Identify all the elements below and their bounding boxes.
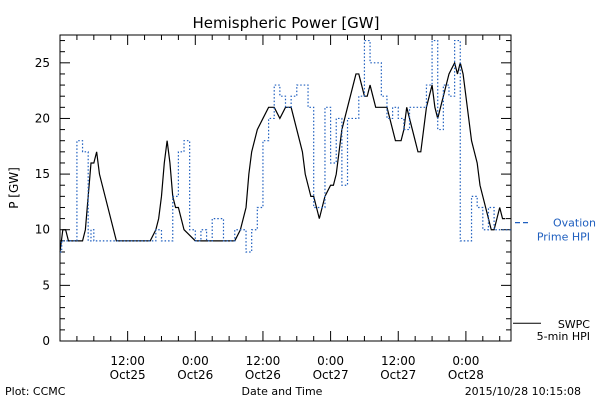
- y-axis-label: P [GW]: [7, 167, 21, 209]
- y-axis: 0 5 10 15 20 25: [35, 40, 511, 348]
- x-tick-date-label: Oct28: [448, 368, 484, 382]
- x-tick-time-label: 12:00: [110, 354, 145, 368]
- x-axis: 12:00Oct250:00Oct2612:00Oct260:00Oct2712…: [59, 35, 501, 382]
- legend-label-prime-hpi: Prime HPI: [537, 231, 590, 244]
- series-line-0: [59, 61, 506, 253]
- y-tick-label: 10: [35, 223, 50, 237]
- y-tick-label: 15: [35, 167, 50, 181]
- x-tick-date-label: Oct25: [110, 368, 146, 382]
- x-tick-date-label: Oct26: [245, 368, 281, 382]
- plot-credit: Plot: CCMC: [5, 385, 66, 398]
- x-tick-date-label: Oct26: [177, 368, 213, 382]
- x-tick-time-label: 0:00: [317, 354, 344, 368]
- legend-label-ovation: Ovation: [553, 217, 596, 230]
- legend-label-swpc: SWPC: [558, 318, 590, 331]
- legend-label-5min-hpi: 5-min HPI: [537, 330, 590, 343]
- plot-timestamp: 2015/10/28 10:15:08: [465, 385, 581, 398]
- x-tick-date-label: Oct27: [380, 368, 416, 382]
- chart-title: Hemispheric Power [GW]: [193, 14, 380, 32]
- series-layer: [59, 39, 511, 253]
- series-line-1: [60, 39, 511, 253]
- x-tick-time-label: 12:00: [246, 354, 281, 368]
- y-tick-label: 25: [35, 56, 50, 70]
- plot-frame: [59, 34, 512, 342]
- x-tick-time-label: 12:00: [381, 354, 416, 368]
- y-tick-label: 20: [35, 111, 50, 125]
- x-axis-label: Date and Time: [242, 385, 323, 398]
- x-tick-time-label: 0:00: [182, 354, 209, 368]
- y-tick-label: 0: [42, 334, 50, 348]
- x-tick-time-label: 0:00: [452, 354, 479, 368]
- x-tick-date-label: Oct27: [313, 368, 349, 382]
- y-tick-label: 5: [42, 278, 50, 292]
